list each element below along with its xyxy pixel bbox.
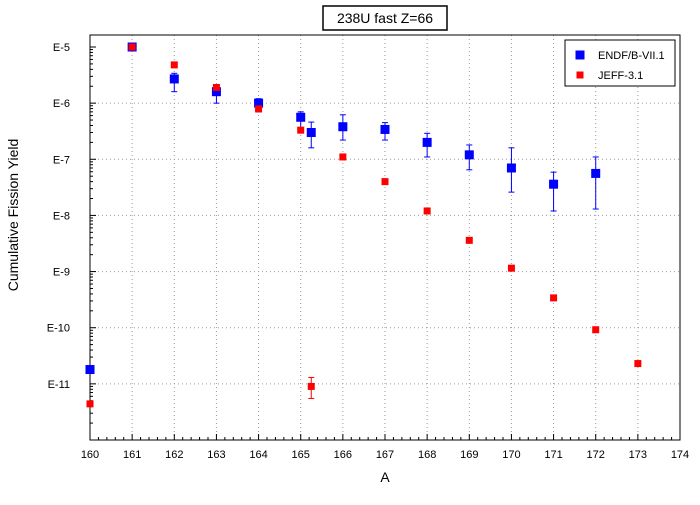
x-tick-label: 163 bbox=[207, 449, 225, 461]
data-point-endf bbox=[338, 122, 348, 132]
x-tick-label: 169 bbox=[460, 449, 478, 461]
x-tick-label: 164 bbox=[249, 449, 267, 461]
plot-frame bbox=[89, 34, 681, 441]
y-tick-label: E-10 bbox=[47, 323, 70, 335]
data-point-endf bbox=[254, 98, 264, 108]
data-point-jeff bbox=[465, 236, 473, 244]
y-tick-label: E-9 bbox=[53, 267, 70, 279]
x-axis-label: A bbox=[380, 469, 390, 485]
data-point-jeff bbox=[170, 61, 178, 69]
data-point-endf bbox=[549, 179, 559, 189]
x-tick-labels: 160 161 162 163 164 165 166 167 168 169 170 171 172 1… bbox=[81, 449, 689, 461]
y-tick-label: E-11 bbox=[48, 379, 70, 391]
data-point-jeff bbox=[86, 400, 94, 408]
x-tick-label: 173 bbox=[629, 449, 647, 461]
x-tick-label: 167 bbox=[376, 449, 394, 461]
data-point-endf bbox=[306, 127, 316, 137]
y-tick-labels: E-5 E-6 E-7 E-8 E-9 E-10 E-11 bbox=[47, 42, 70, 391]
x-tick-label: 165 bbox=[292, 449, 310, 461]
data-point-endf bbox=[464, 150, 474, 160]
data-point-jeff bbox=[339, 153, 347, 161]
data-point-jeff bbox=[423, 207, 431, 215]
x-tick-label: 161 bbox=[123, 449, 141, 461]
legend-label: JEFF-3.1 bbox=[598, 70, 643, 82]
data-point-jeff bbox=[507, 264, 515, 272]
data-point-endf bbox=[506, 163, 516, 173]
data-point-endf bbox=[422, 137, 432, 147]
x-tick-label: 168 bbox=[418, 449, 436, 461]
data-point-endf bbox=[296, 112, 306, 122]
legend-marker bbox=[575, 50, 585, 60]
data-point-jeff bbox=[634, 360, 642, 368]
data-point-jeff bbox=[297, 126, 305, 134]
y-tick-label: E-5 bbox=[53, 42, 70, 54]
x-tick-label: 171 bbox=[544, 449, 562, 461]
title-box: 238U fast Z=66 bbox=[322, 5, 448, 31]
data-point-jeff bbox=[128, 43, 136, 51]
y-tick-label: E-7 bbox=[53, 154, 70, 166]
data-point-endf bbox=[591, 168, 601, 178]
data-point-jeff bbox=[255, 105, 263, 113]
x-tick-label: 170 bbox=[502, 449, 520, 461]
y-tick-label: E-6 bbox=[53, 98, 70, 110]
data-point-jeff bbox=[550, 294, 558, 302]
legend: ENDF/B-VII.1 JEFF-3.1 bbox=[564, 39, 676, 87]
data-point-endf bbox=[380, 124, 390, 134]
x-tick-label: 172 bbox=[587, 449, 605, 461]
legend-marker bbox=[576, 71, 584, 79]
title-border bbox=[322, 5, 448, 31]
data-point-endf bbox=[211, 87, 221, 97]
x-tick-label: 174 bbox=[671, 449, 689, 461]
y-tick-label: E-8 bbox=[53, 210, 70, 222]
data-point-jeff bbox=[592, 326, 600, 334]
x-tick-label: 166 bbox=[334, 449, 352, 461]
chart-title: 238U fast Z=66 bbox=[337, 10, 433, 26]
data-point-jeff bbox=[212, 83, 220, 91]
data-point-endf bbox=[169, 74, 179, 84]
legend-label: ENDF/B-VII.1 bbox=[598, 50, 665, 62]
data-point-jeff bbox=[381, 178, 389, 186]
y-axis-label: Cumulative Fission Yield bbox=[5, 139, 21, 292]
data-point-endf bbox=[85, 365, 95, 375]
data-point-jeff bbox=[307, 382, 315, 390]
x-tick-label: 160 bbox=[81, 449, 99, 461]
data-layer bbox=[85, 42, 642, 408]
x-tick-label: 162 bbox=[165, 449, 183, 461]
